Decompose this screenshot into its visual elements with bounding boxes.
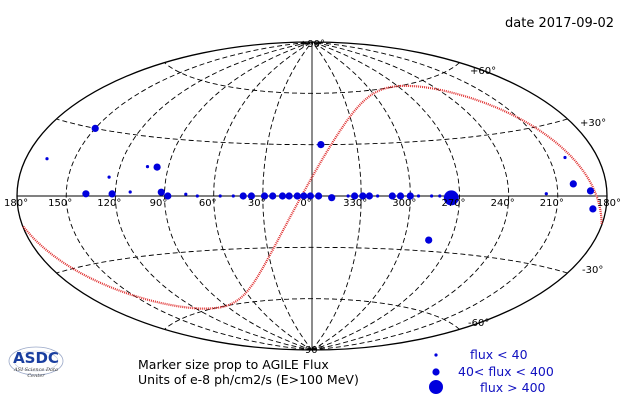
longitude-tick-label: 270° <box>441 198 465 209</box>
source-marker <box>300 192 308 200</box>
longitude-tick-label: 180° <box>597 198 621 209</box>
source-marker <box>157 188 165 196</box>
source-marker <box>128 190 132 194</box>
latitude-tick-label: -30° <box>582 265 603 276</box>
source-marker <box>443 190 459 206</box>
source-marker <box>569 180 577 188</box>
axis-labels: 180° 150° 120° 90° 60° 30° 0° 330° 300° 270° 240° 2… <box>4 39 621 356</box>
longitude-tick-label: 90° <box>150 198 168 209</box>
latitude-tick-label: +30° <box>580 118 606 129</box>
longitude-tick-label: 210° <box>540 198 564 209</box>
source-marker <box>359 192 367 200</box>
parallel-line <box>56 118 568 146</box>
source-marker <box>376 194 380 198</box>
source-marker <box>416 194 421 198</box>
source-marker <box>153 163 161 171</box>
legend: flux < 40 40< flux < 400 flux > 400 <box>429 347 554 395</box>
source-marker <box>82 190 90 198</box>
source-marker <box>195 194 199 198</box>
source-marker <box>184 192 188 196</box>
source-marker <box>317 141 325 149</box>
asdc-logo: ASDC ASI Science Data Center <box>8 346 64 379</box>
longitude-tick-label: 300° <box>392 198 416 209</box>
source-marker <box>365 192 373 200</box>
parallel-line <box>164 298 460 330</box>
source-markers <box>45 124 597 244</box>
source-marker <box>328 194 336 202</box>
longitude-tick-label: 120° <box>97 198 121 209</box>
legend-label-small: flux < 40 <box>470 347 528 362</box>
legend-marker-medium <box>432 368 440 376</box>
latitude-tick-label: +90° <box>299 39 325 50</box>
source-marker <box>145 165 150 169</box>
source-marker <box>425 236 433 244</box>
longitude-tick-label: 240° <box>491 198 515 209</box>
legend-marker-small <box>434 353 438 357</box>
longitude-tick-label: 60° <box>199 198 217 209</box>
source-marker <box>388 192 396 200</box>
source-marker <box>430 194 434 198</box>
latitude-tick-label: -60° <box>468 318 489 329</box>
note-line-1: Marker size prop to AGILE Flux <box>138 357 329 372</box>
source-marker <box>91 124 99 132</box>
source-marker <box>260 192 269 200</box>
source-marker <box>589 205 597 213</box>
source-marker <box>278 192 287 200</box>
source-marker <box>108 190 116 198</box>
source-marker <box>231 194 235 198</box>
source-marker <box>544 192 548 196</box>
legend-marker-large <box>429 380 443 394</box>
ecliptic-curve <box>22 84 603 310</box>
ecliptic-path <box>220 84 603 309</box>
logo-text: ASDC <box>13 349 59 367</box>
source-marker <box>285 192 293 200</box>
source-marker <box>239 192 247 200</box>
source-marker <box>315 192 323 200</box>
longitude-tick-label: 150° <box>48 198 72 209</box>
meridian-line <box>311 41 411 351</box>
legend-label-medium: 40< flux < 400 <box>458 364 554 379</box>
longitude-tick-label: 0° <box>300 198 311 209</box>
source-marker <box>346 194 350 198</box>
longitude-tick-label: 330° <box>343 198 367 209</box>
note-line-2: Units of e-8 ph/cm2/s (E>100 MeV) <box>138 372 359 387</box>
source-marker <box>306 192 314 200</box>
parallel-line <box>164 62 460 94</box>
source-marker <box>164 192 172 200</box>
source-marker <box>107 175 111 179</box>
parallel-line <box>56 246 568 274</box>
source-marker <box>438 194 442 198</box>
source-marker <box>396 192 405 200</box>
source-marker <box>247 192 255 200</box>
ecliptic-path <box>22 225 222 310</box>
source-marker <box>45 157 49 161</box>
date-label: date 2017-09-02 <box>505 16 614 31</box>
source-marker <box>293 192 301 200</box>
source-marker <box>563 155 567 160</box>
logo-subtitle-2: Center <box>27 373 45 379</box>
source-marker <box>218 194 222 198</box>
longitude-tick-label: 180° <box>4 198 28 209</box>
legend-label-large: flux > 400 <box>480 380 546 395</box>
source-marker <box>586 187 595 195</box>
logo-subtitle: ASI Science Data <box>13 367 58 373</box>
latitude-tick-label: +60° <box>470 66 496 77</box>
latitude-tick-label: -90° <box>301 345 322 356</box>
longitude-tick-label: 30° <box>248 198 266 209</box>
source-marker <box>351 192 359 200</box>
source-marker <box>406 192 414 200</box>
source-marker <box>269 192 277 200</box>
